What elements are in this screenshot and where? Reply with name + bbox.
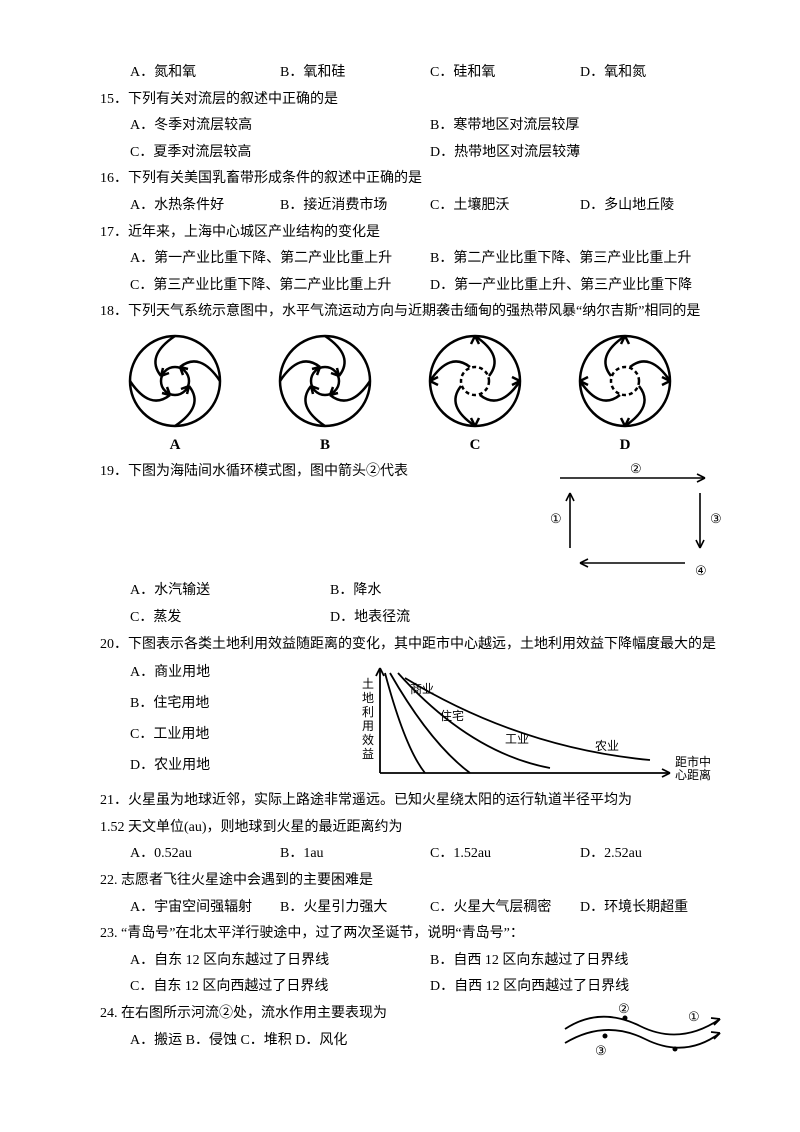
q20-opt-b: B．住宅用地 <box>130 689 350 720</box>
q22-opt-c: C．火星大气层稠密 <box>430 895 580 922</box>
q14-opt-c: C．硅和氧 <box>430 60 580 87</box>
q23-stem: 23. “青岛号”在北太平洋行驶途中，过了两次圣诞节，说明“青岛号”： <box>70 921 730 948</box>
q20-curve-3: 工业 <box>505 732 529 746</box>
svg-text:效: 效 <box>362 732 374 747</box>
q14-options: A．氮和氧 B．氧和硅 C．硅和氧 D．氧和氮 <box>70 60 730 87</box>
q17-stem: 17．近年来，上海中心城区产业结构的变化是 <box>70 220 730 247</box>
q24-lbl-1: ① <box>688 1009 700 1024</box>
q16-opt-b: B．接近消费市场 <box>280 193 430 220</box>
q23-opt-d: D．自西 12 区向西越过了日界线 <box>430 974 730 1001</box>
q17-row1: A．第一产业比重下降、第二产业比重上升 B．第二产业比重下降、第三产业比重上升 <box>70 246 730 273</box>
svg-text:用: 用 <box>362 719 374 733</box>
q19-row2: C．蒸发 D．地表径流 <box>70 605 530 632</box>
q20-opt-c: C．工业用地 <box>130 720 350 751</box>
q21-stem1: 21．火星虽为地球近邻，实际上路途非常遥远。已知火星绕太阳的运行轨道半径平均为 <box>70 788 730 815</box>
q20-ylabel: 土 <box>362 677 374 691</box>
q15-row2: C．夏季对流层较高 D．热带地区对流层较薄 <box>70 140 730 167</box>
q21-opt-b: B．1au <box>280 841 430 868</box>
q21-opt-d: D．2.52au <box>580 841 730 868</box>
svg-text:地: 地 <box>362 691 374 705</box>
q22-options: A．宇宙空间强辐射 B．火星引力强大 C．火星大气层稠密 D．环境长期超重 <box>70 895 730 922</box>
q18-label-b: B <box>275 431 375 460</box>
q18-label-a: A <box>125 431 225 460</box>
q19-row1: A．水汽输送 B．降水 <box>70 578 530 605</box>
q22-opt-d: D．环境长期超重 <box>580 895 730 922</box>
q14-opt-a: A．氮和氧 <box>130 60 280 87</box>
q16-options: A．水热条件好 B．接近消费市场 C．土壤肥沃 D．多山地丘陵 <box>70 193 730 220</box>
cyclone-a-icon <box>125 331 225 431</box>
q17-opt-c: C．第三产业比重下降、第二产业比重上升 <box>130 273 430 300</box>
q24-lbl-3: ③ <box>595 1043 607 1058</box>
q24-lbl-2: ② <box>618 1001 630 1016</box>
q22-opt-b: B．火星引力强大 <box>280 895 430 922</box>
q19-lbl-2: ② <box>630 463 642 476</box>
q19-opt-b: B．降水 <box>330 578 530 605</box>
q24-diagram: ① ② ③ <box>560 1001 730 1061</box>
q14-opt-b: B．氧和硅 <box>280 60 430 87</box>
q17-opt-d: D．第一产业比重上升、第三产业比重下降 <box>430 273 730 300</box>
q18-diagrams: A B C <box>70 326 730 460</box>
q15-row1: A．冬季对流层较高 B．寒带地区对流层较厚 <box>70 113 730 140</box>
q17-row2: C．第三产业比重下降、第二产业比重上升 D．第一产业比重上升、第三产业比重下降 <box>70 273 730 300</box>
q15-stem: 15．下列有关对流层的叙述中正确的是 <box>70 87 730 114</box>
q21-opt-c: C．1.52au <box>430 841 580 868</box>
q20-opt-a: A．商业用地 <box>130 658 350 689</box>
q15-opt-a: A．冬季对流层较高 <box>130 113 430 140</box>
cyclone-c-icon <box>425 331 525 431</box>
q16-opt-c: C．土壤肥沃 <box>430 193 580 220</box>
svg-text:益: 益 <box>362 747 374 761</box>
q17-opt-a: A．第一产业比重下降、第二产业比重上升 <box>130 246 430 273</box>
q20-options: A．商业用地 B．住宅用地 C．工业用地 D．农业用地 <box>70 658 350 781</box>
q15-opt-b: B．寒带地区对流层较厚 <box>430 113 730 140</box>
q19-diagram: ② ① ③ ④ <box>520 463 730 578</box>
q22-opt-a: A．宇宙空间强辐射 <box>130 895 280 922</box>
q18-label-d: D <box>575 431 675 460</box>
cyclone-d-icon <box>575 331 675 431</box>
q20-chart: 土 地 利 用 效 益 商业 住宅 工业 农业 距市中 心距离 <box>350 658 730 788</box>
q20-stem: 20．下图表示各类土地利用效益随距离的变化，其中距市中心越远，土地利用效益下降幅… <box>70 632 730 659</box>
q19-lbl-1: ① <box>550 511 562 526</box>
q21-options: A．0.52au B．1au C．1.52au D．2.52au <box>70 841 730 868</box>
q20-curve-2: 住宅 <box>440 708 464 723</box>
q16-opt-d: D．多山地丘陵 <box>580 193 730 220</box>
q15-opt-d: D．热带地区对流层较薄 <box>430 140 730 167</box>
q15-opt-c: C．夏季对流层较高 <box>130 140 430 167</box>
q19-opt-a: A．水汽输送 <box>130 578 330 605</box>
cyclone-b-icon <box>275 331 375 431</box>
q23-row1: A．自东 12 区向东越过了日界线 B．自西 12 区向东越过了日界线 <box>70 948 730 975</box>
q20-xlabel-1: 距市中 <box>675 754 711 769</box>
q20-xlabel-2: 心距离 <box>675 767 711 782</box>
q23-opt-a: A．自东 12 区向东越过了日界线 <box>130 948 430 975</box>
q19-lbl-4: ④ <box>695 563 707 578</box>
q18-stem: 18．下列天气系统示意图中，水平气流运动方向与近期袭击缅甸的强热带风暴“纳尔吉斯… <box>70 299 730 326</box>
q19-opt-c: C．蒸发 <box>130 605 330 632</box>
q14-opt-d: D．氧和氮 <box>580 60 730 87</box>
q19-lbl-3: ③ <box>710 511 722 526</box>
q23-row2: C．自东 12 区向西越过了日界线 D．自西 12 区向西越过了日界线 <box>70 974 730 1001</box>
q18-label-c: C <box>425 431 525 460</box>
q20-curve-4: 农业 <box>595 739 619 753</box>
svg-text:利: 利 <box>362 705 374 719</box>
q19-opt-d: D．地表径流 <box>330 605 530 632</box>
q20-opt-d: D．农业用地 <box>130 751 350 782</box>
q22-stem: 22. 志愿者飞往火星途中会遇到的主要困难是 <box>70 868 730 895</box>
q20-curve-1: 商业 <box>410 681 434 696</box>
q21-opt-a: A．0.52au <box>130 841 280 868</box>
q17-opt-b: B．第二产业比重下降、第三产业比重上升 <box>430 246 730 273</box>
q23-opt-b: B．自西 12 区向东越过了日界线 <box>430 948 730 975</box>
q21-stem2: 1.52 天文单位(au)，则地球到火星的最近距离约为 <box>70 815 730 842</box>
q16-stem: 16．下列有关美国乳畜带形成条件的叙述中正确的是 <box>70 166 730 193</box>
q23-opt-c: C．自东 12 区向西越过了日界线 <box>130 974 430 1001</box>
q16-opt-a: A．水热条件好 <box>130 193 280 220</box>
